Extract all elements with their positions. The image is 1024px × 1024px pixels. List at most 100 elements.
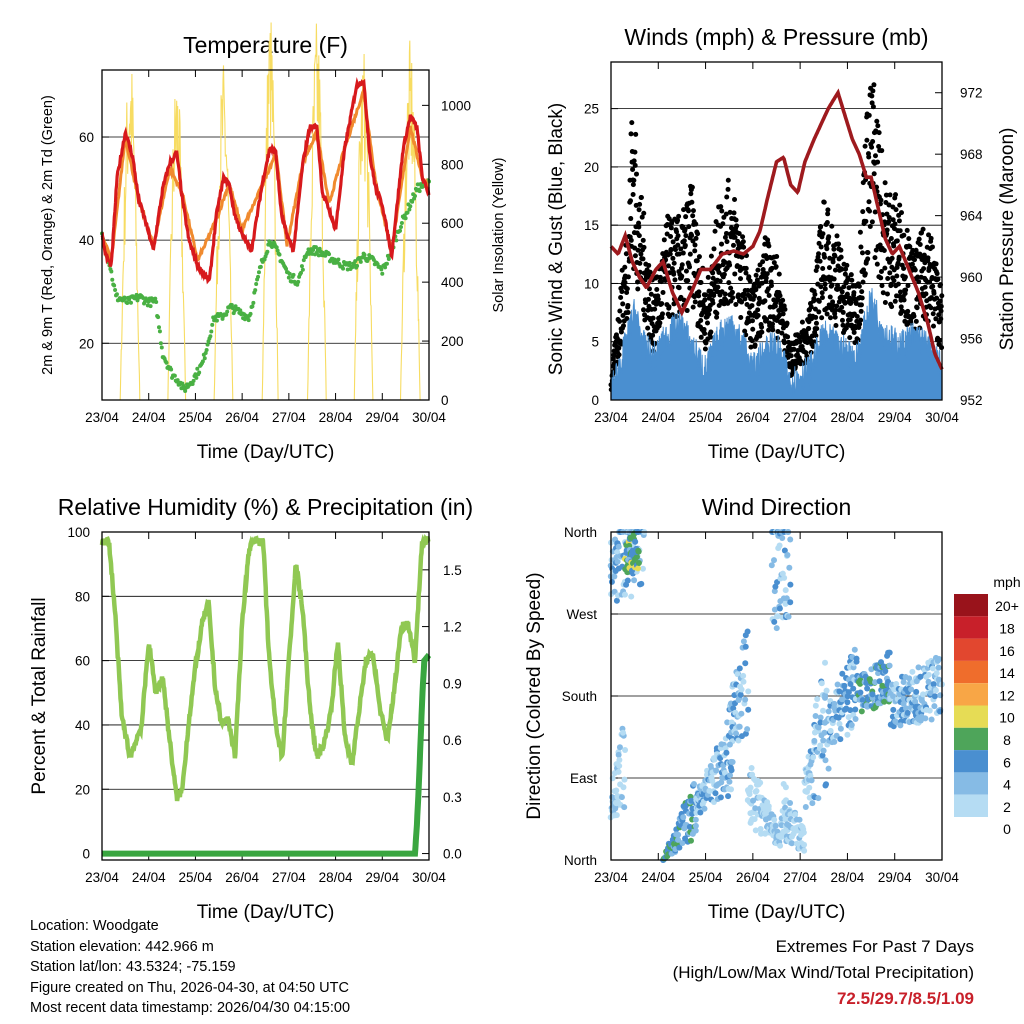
gust-point — [828, 315, 834, 321]
dewpoint-point — [379, 267, 384, 272]
gust-point — [765, 286, 771, 292]
gust-point — [839, 304, 845, 310]
direction-point — [771, 618, 778, 625]
direction-point — [753, 788, 760, 795]
dewpoint-point — [190, 381, 195, 386]
dewpoint-point — [225, 309, 230, 314]
extremes-title: Extremes For Past 7 Days — [775, 937, 974, 956]
dewpoint-point — [154, 300, 159, 305]
gust-point — [907, 244, 913, 250]
dewpoint-point — [125, 300, 130, 305]
y-axis-label: Direction (Colored By Speed) — [524, 572, 545, 819]
info-elevation: Station elevation: 442.966 m — [30, 938, 214, 955]
x-axis-label: Time (Day/UTC) — [708, 902, 846, 923]
direction-point — [785, 613, 792, 620]
gust-point — [733, 217, 739, 223]
extremes-values: 72.5/29.7/8.5/1.09 — [836, 989, 974, 1008]
direction-point — [886, 649, 893, 656]
gust-point — [764, 271, 770, 277]
x-tick-label: 27/04 — [783, 410, 817, 425]
gust-point — [635, 279, 641, 285]
gust-point — [897, 228, 903, 234]
direction-point — [737, 691, 744, 698]
gust-point — [865, 250, 871, 256]
gust-point — [722, 291, 728, 297]
gust-point — [876, 130, 882, 136]
gust-point — [831, 246, 837, 252]
direction-point — [852, 715, 859, 722]
gust-point — [682, 242, 688, 248]
dewpoint-point — [420, 184, 425, 189]
direction-point — [890, 706, 897, 713]
dewpoint-point — [380, 271, 385, 276]
gust-point — [753, 272, 759, 278]
gust-point — [630, 166, 636, 172]
pressure-line — [609, 88, 944, 371]
gust-point — [659, 311, 665, 317]
gust-point — [909, 261, 915, 267]
direction-point — [931, 693, 938, 700]
dewpoint-point — [114, 292, 119, 297]
direction-point — [774, 613, 781, 620]
direction-point — [926, 707, 933, 714]
direction-point — [628, 593, 635, 600]
gust-point — [869, 219, 875, 225]
gust-point — [898, 210, 904, 216]
gust-point — [816, 309, 822, 315]
gust-point — [698, 318, 704, 324]
gust-point — [738, 315, 744, 321]
x-tick-label: 26/04 — [736, 410, 770, 425]
gust-point — [782, 306, 788, 312]
dewpoint-point — [169, 367, 174, 372]
gust-point — [742, 296, 748, 302]
direction-point — [872, 679, 879, 686]
gust-point — [857, 321, 863, 327]
y2-tick-label: 0 — [441, 393, 449, 408]
gust-point — [867, 224, 873, 230]
direction-point — [728, 719, 735, 726]
x-tick-label: 23/04 — [85, 410, 119, 425]
gust-point — [889, 304, 895, 310]
gust-point — [632, 162, 638, 168]
y-tick-label: 15 — [584, 218, 599, 233]
gust-point — [826, 265, 832, 271]
y2-tick-label: 0.0 — [443, 847, 462, 862]
legend-swatch — [954, 638, 988, 661]
gust-point — [878, 275, 884, 281]
gust-point — [901, 232, 907, 238]
gust-point — [610, 356, 616, 362]
gust-point — [703, 292, 709, 298]
direction-point — [869, 691, 876, 698]
dewpoint-point — [214, 318, 219, 323]
gust-point — [896, 218, 902, 224]
gust-point — [679, 273, 685, 279]
x-tick-label: 24/04 — [641, 410, 675, 425]
dewpoint-series — [100, 178, 431, 393]
direction-point — [680, 814, 687, 821]
direction-point — [711, 756, 718, 763]
x-tick-label: 30/04 — [412, 410, 446, 425]
gust-point — [938, 303, 944, 309]
direction-point — [783, 595, 790, 602]
precipitation-line — [102, 652, 432, 857]
winds-chart: Winds (mph) & Pressure (mb) Time (Day/UTC… — [546, 24, 1018, 463]
gust-point — [695, 231, 701, 237]
gust-point — [880, 290, 886, 296]
y2-axis-label: Solar Insolation (Yellow) — [491, 157, 507, 312]
gust-point — [617, 318, 623, 324]
direction-point — [675, 836, 682, 843]
direction-point — [812, 713, 819, 720]
dewpoint-point — [355, 263, 360, 268]
plot-frame — [101, 69, 430, 401]
gust-point — [903, 287, 909, 293]
direction-point — [634, 565, 641, 572]
direction-point — [929, 665, 936, 672]
dewpoint-point — [183, 388, 188, 393]
gust-point — [933, 316, 939, 322]
direction-point — [935, 676, 942, 683]
gust-point — [619, 289, 625, 295]
direction-point — [900, 679, 907, 686]
legend-swatch — [954, 750, 988, 773]
y2-tick-label: 1.5 — [443, 563, 462, 578]
